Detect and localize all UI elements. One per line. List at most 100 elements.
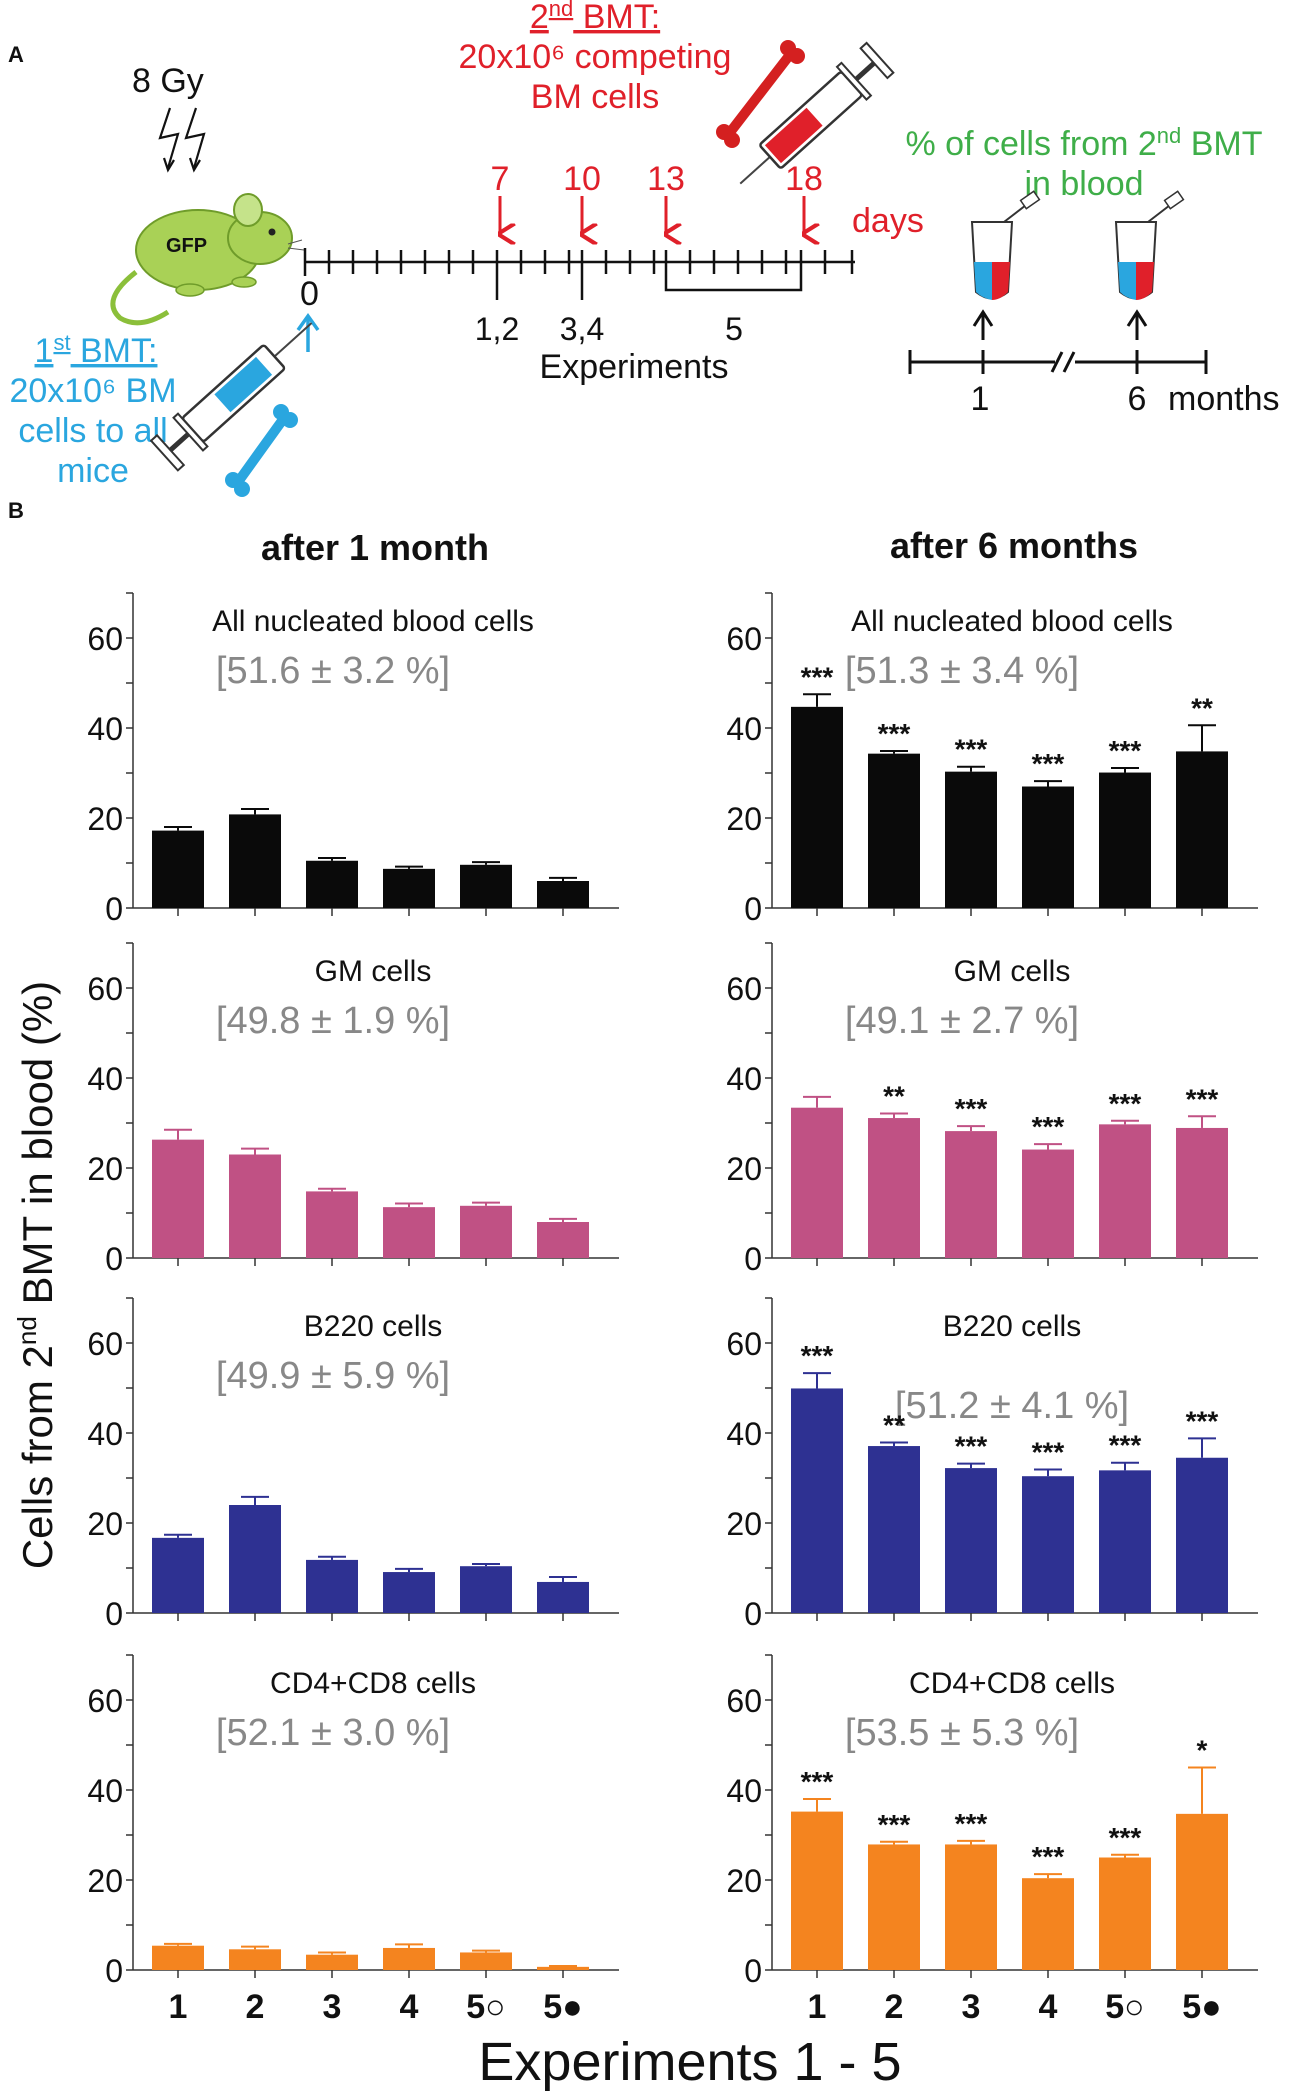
y-tick-label: 20 bbox=[87, 1151, 123, 1187]
bar-chart: 0 20 40 60 All nucleated blood cells [51.6 ± … bbox=[87, 592, 619, 927]
days-label: days bbox=[852, 202, 924, 240]
significance-label: *** bbox=[1186, 1405, 1219, 1436]
experiments-label: Experiments bbox=[540, 348, 729, 386]
x-tick-label: 4 bbox=[1039, 1988, 1058, 2026]
significance-label: ** bbox=[883, 1081, 905, 1112]
irradiation-dose: 8 Gy bbox=[132, 62, 204, 100]
bar bbox=[229, 1154, 281, 1258]
bar bbox=[1176, 1127, 1228, 1258]
bar bbox=[460, 864, 512, 908]
bar bbox=[152, 830, 204, 908]
column-title: after 1 month bbox=[261, 527, 489, 568]
bar bbox=[1022, 786, 1074, 908]
x-tick-label: 3 bbox=[962, 1988, 981, 2026]
experiment-mark: 5 bbox=[725, 311, 743, 347]
significance-label: *** bbox=[1186, 1083, 1219, 1114]
bar bbox=[1176, 1457, 1228, 1613]
significance-label: *** bbox=[1109, 1822, 1142, 1853]
bar bbox=[537, 881, 589, 908]
significance-label: * bbox=[1197, 1735, 1208, 1766]
bar bbox=[306, 860, 358, 908]
y-tick-label: 20 bbox=[726, 1863, 762, 1899]
y-tick-label: 0 bbox=[744, 1596, 762, 1632]
first-bmt-line: 20x10⁶ BM bbox=[9, 372, 176, 410]
bar bbox=[791, 1107, 843, 1258]
blood-sampling-title: % of cells from 2nd BMT bbox=[905, 123, 1262, 163]
bar bbox=[791, 1811, 843, 1970]
syringe-icon bbox=[149, 322, 313, 472]
significance-label: *** bbox=[878, 1809, 911, 1840]
bar bbox=[1022, 1476, 1074, 1613]
y-tick-label: 40 bbox=[726, 1416, 762, 1452]
y-tick-label: 60 bbox=[87, 1326, 123, 1362]
bar bbox=[791, 1388, 843, 1613]
second-bmt-title: 2nd BMT: bbox=[530, 0, 660, 36]
x-tick-label: 4 bbox=[400, 1988, 419, 2026]
y-tick-label: 0 bbox=[105, 1596, 123, 1632]
column-title: after 6 months bbox=[890, 525, 1138, 566]
y-tick-label: 40 bbox=[726, 711, 762, 747]
y-tick-label: 60 bbox=[726, 1326, 762, 1362]
bar bbox=[152, 1139, 204, 1258]
bar-chart: 0 20 40 60 B220 cells [49.9 ± 5.9 %] bbox=[87, 1297, 619, 1632]
panel-b-label: B bbox=[8, 498, 24, 523]
bar bbox=[1176, 1813, 1228, 1970]
chart-title: CD4+CD8 cells bbox=[909, 1667, 1115, 1700]
bar bbox=[383, 1207, 435, 1258]
x-tick-label: 3 bbox=[323, 1988, 342, 2026]
y-tick-label: 0 bbox=[105, 891, 123, 927]
significance-label: *** bbox=[1109, 735, 1142, 766]
y-tick-label: 0 bbox=[744, 891, 762, 927]
bar bbox=[1176, 751, 1228, 908]
mouse-label: GFP bbox=[166, 235, 207, 257]
bar bbox=[229, 1505, 281, 1613]
bar bbox=[868, 1446, 920, 1613]
y-tick-label: 20 bbox=[87, 1506, 123, 1542]
lightning-icon bbox=[158, 107, 206, 173]
bar bbox=[306, 1559, 358, 1613]
bar-chart: 0 20 40 60 All nucleated blood cells [51.3 ± … bbox=[726, 592, 1258, 927]
bar bbox=[945, 771, 997, 908]
injection-day: 10 bbox=[563, 160, 601, 198]
y-tick-label: 20 bbox=[726, 1506, 762, 1542]
significance-label: *** bbox=[801, 1766, 834, 1797]
x-axis-label: Experiments 1 - 5 bbox=[478, 2032, 901, 2092]
x-tick-label: 5○ bbox=[466, 1988, 505, 2026]
chart-title: GM cells bbox=[954, 955, 1071, 988]
bar-chart: 0 20 40 60 GM cells [49.8 ± 1.9 %] bbox=[87, 942, 619, 1277]
bar bbox=[537, 1222, 589, 1258]
y-tick-label: 0 bbox=[744, 1241, 762, 1277]
bar bbox=[460, 1952, 512, 1970]
summary-value: [53.5 ± 5.3 %] bbox=[845, 1712, 1079, 1754]
significance-label: *** bbox=[801, 1340, 834, 1371]
y-tick-label: 60 bbox=[87, 1683, 123, 1719]
significance-label: *** bbox=[1032, 1841, 1065, 1872]
x-tick-label: 1 bbox=[808, 1988, 827, 2026]
y-tick-label: 40 bbox=[87, 1061, 123, 1097]
summary-value: [51.6 ± 3.2 %] bbox=[216, 650, 450, 692]
second-bmt-line: 20x10⁶ competing bbox=[459, 38, 732, 76]
bar bbox=[945, 1468, 997, 1613]
chart-title: CD4+CD8 cells bbox=[270, 1667, 476, 1700]
significance-label: *** bbox=[955, 734, 988, 765]
chart-title: B220 cells bbox=[304, 1310, 442, 1343]
significance-label: *** bbox=[1032, 1436, 1065, 1467]
blood-tube-icon bbox=[970, 190, 1041, 300]
bar bbox=[868, 1844, 920, 1970]
chart-title: GM cells bbox=[315, 955, 432, 988]
significance-label: *** bbox=[1109, 1088, 1142, 1119]
injection-arrows bbox=[500, 196, 804, 234]
injection-day: 13 bbox=[647, 160, 685, 198]
bar bbox=[152, 1945, 204, 1970]
y-tick-label: 60 bbox=[726, 1683, 762, 1719]
injection-arrow-day0 bbox=[296, 312, 320, 352]
months-label: months bbox=[1168, 380, 1280, 418]
bar bbox=[383, 868, 435, 908]
first-bmt-line: mice bbox=[57, 452, 129, 490]
significance-label: *** bbox=[955, 1431, 988, 1462]
y-tick-label: 20 bbox=[726, 1151, 762, 1187]
significance-label: *** bbox=[955, 1093, 988, 1124]
bar bbox=[1022, 1149, 1074, 1258]
